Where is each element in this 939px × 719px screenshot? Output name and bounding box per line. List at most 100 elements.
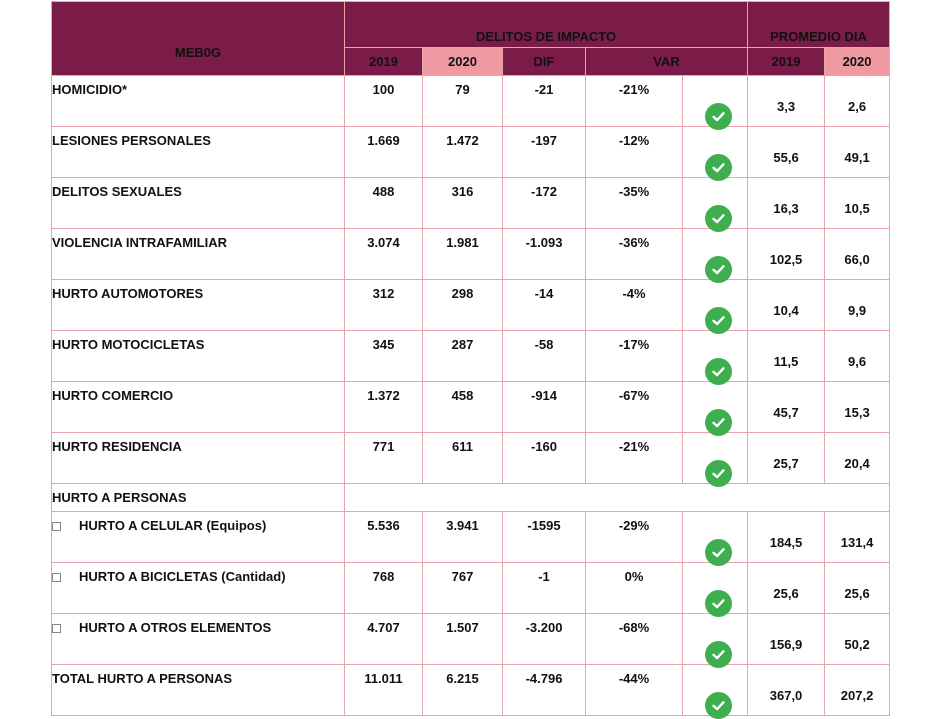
value-2020: 1.507	[422, 613, 503, 665]
value-dif: -21	[502, 75, 586, 127]
status-cell	[681, 126, 749, 181]
table-row: HOMICIDIO* 100 79 -21 -21% 3,3 2,6	[51, 75, 891, 130]
square-bullet-icon	[52, 522, 61, 532]
value-var: -67%	[585, 381, 683, 433]
value-var: -17%	[585, 330, 683, 382]
prom-2019: 156,9	[747, 613, 826, 665]
status-cell	[681, 279, 749, 334]
crime-stats-table: MEB0G DELITOS DE IMPACTO PROMEDIO DIA 20…	[51, 1, 891, 719]
prom-2020: 49,1	[824, 126, 891, 178]
check-circle-icon	[705, 256, 732, 283]
value-2019: 11.011	[344, 664, 423, 716]
table-row: HURTO MOTOCICLETAS 345 287 -58 -17% 11,5 9,6	[51, 330, 891, 385]
row-label-text: HURTO A BICICLETAS (Cantidad)	[79, 569, 286, 584]
station-header: MEB0G	[51, 1, 345, 76]
square-bullet-icon	[52, 624, 61, 634]
value-2019: 1.669	[344, 126, 423, 178]
prom-2020: 131,4	[824, 511, 891, 563]
row-label: HURTO A BICICLETAS (Cantidad)	[51, 562, 345, 614]
row-label-text: HURTO A OTROS ELEMENTOS	[79, 620, 272, 635]
row-label: HURTO A OTROS ELEMENTOS	[51, 613, 345, 665]
col-dif-header: DIF	[502, 47, 586, 76]
prom-2020: 2,6	[824, 75, 891, 127]
value-var: 0%	[585, 562, 683, 614]
table-row: HURTO RESIDENCIA 771 611 -160 -21% 25,7 20,4	[51, 432, 891, 487]
impacto-group-header: DELITOS DE IMPACTO	[343, 1, 749, 48]
col-2020-header: 2020	[422, 47, 503, 76]
value-2019: 100	[344, 75, 423, 127]
value-2019: 4.707	[344, 613, 423, 665]
row-label: HURTO RESIDENCIA	[51, 432, 345, 484]
prom-2020: 10,5	[824, 177, 891, 229]
row-label: VIOLENCIA INTRAFAMILIAR	[51, 228, 345, 280]
value-2020: 767	[422, 562, 503, 614]
prom-2020: 15,3	[824, 381, 891, 433]
check-circle-icon	[705, 460, 732, 487]
row-label-text: HURTO A CELULAR (Equipos)	[79, 518, 267, 533]
value-dif: -1595	[502, 511, 586, 563]
status-cell	[681, 562, 749, 617]
value-dif: -160	[502, 432, 586, 484]
prom-2020: 207,2	[824, 664, 891, 716]
status-cell	[681, 511, 749, 566]
prom-2020: 66,0	[824, 228, 891, 280]
table-row: DELITOS SEXUALES 488 316 -172 -35% 16,3 10,5	[51, 177, 891, 232]
row-label: TOTAL HURTO A PERSONAS	[51, 664, 345, 716]
value-dif: -58	[502, 330, 586, 382]
value-2020: 1.472	[422, 126, 503, 178]
table-row: LESIONES PERSONALES 1.669 1.472 -197 -12% 55,…	[51, 126, 891, 181]
value-2020: 3.941	[422, 511, 503, 563]
prom-2020: 20,4	[824, 432, 891, 484]
status-cell	[681, 664, 749, 719]
value-2019: 5.536	[344, 511, 423, 563]
prom-2020: 25,6	[824, 562, 891, 614]
value-var: -4%	[585, 279, 683, 331]
value-var: -35%	[585, 177, 683, 229]
value-var: -29%	[585, 511, 683, 563]
prom-2020: 9,9	[824, 279, 891, 331]
value-dif: -197	[502, 126, 586, 178]
status-cell	[681, 613, 749, 668]
value-var: -21%	[585, 75, 683, 127]
col-var-header: VAR	[584, 47, 749, 76]
value-var: -12%	[585, 126, 683, 178]
table-row: HURTO AUTOMOTORES 312 298 -14 -4% 10,4 9,9	[51, 279, 891, 334]
value-2020: 298	[422, 279, 503, 331]
table-row: HURTO A CELULAR (Equipos) 5.536 3.941 -1595…	[51, 511, 891, 566]
status-cell	[681, 177, 749, 232]
prom-2019: 55,6	[747, 126, 826, 178]
prom-2019: 11,5	[747, 330, 826, 382]
square-bullet-icon	[52, 573, 61, 583]
value-2020: 611	[422, 432, 503, 484]
section-row: HURTO A PERSONAS	[51, 483, 891, 512]
row-label: HURTO MOTOCICLETAS	[51, 330, 345, 382]
prom-2020: 50,2	[824, 613, 891, 665]
prom-2020-header: 2020	[824, 47, 891, 76]
check-circle-icon	[705, 590, 732, 617]
table-row: HURTO A OTROS ELEMENTOS 4.707 1.507 -3.200-…	[51, 613, 891, 668]
prom-2019: 3,3	[747, 75, 826, 127]
row-label: HURTO AUTOMOTORES	[51, 279, 345, 331]
value-2019: 1.372	[344, 381, 423, 433]
row-label: HURTO COMERCIO	[51, 381, 345, 433]
status-cell	[681, 330, 749, 385]
check-circle-icon	[705, 692, 732, 719]
value-dif: -1.093	[502, 228, 586, 280]
row-label: HOMICIDIO*	[51, 75, 345, 127]
status-cell	[681, 228, 749, 283]
prom-2019-header: 2019	[747, 47, 826, 76]
value-2020: 316	[422, 177, 503, 229]
prom-2019: 102,5	[747, 228, 826, 280]
table-row: HURTO COMERCIO 1.372 458 -914 -67% 45,7 15,3	[51, 381, 891, 436]
check-circle-icon	[705, 409, 732, 436]
table-row: VIOLENCIA INTRAFAMILIAR 3.074 1.981 -1.093-…	[51, 228, 891, 283]
col-2019-header: 2019	[344, 47, 423, 76]
prom-2020: 9,6	[824, 330, 891, 382]
prom-2019: 10,4	[747, 279, 826, 331]
value-2019: 345	[344, 330, 423, 382]
value-dif: -914	[502, 381, 586, 433]
check-circle-icon	[705, 154, 732, 181]
promedio-group-header: PROMEDIO DIA	[747, 1, 891, 48]
status-cell	[681, 381, 749, 436]
prom-2019: 25,6	[747, 562, 826, 614]
